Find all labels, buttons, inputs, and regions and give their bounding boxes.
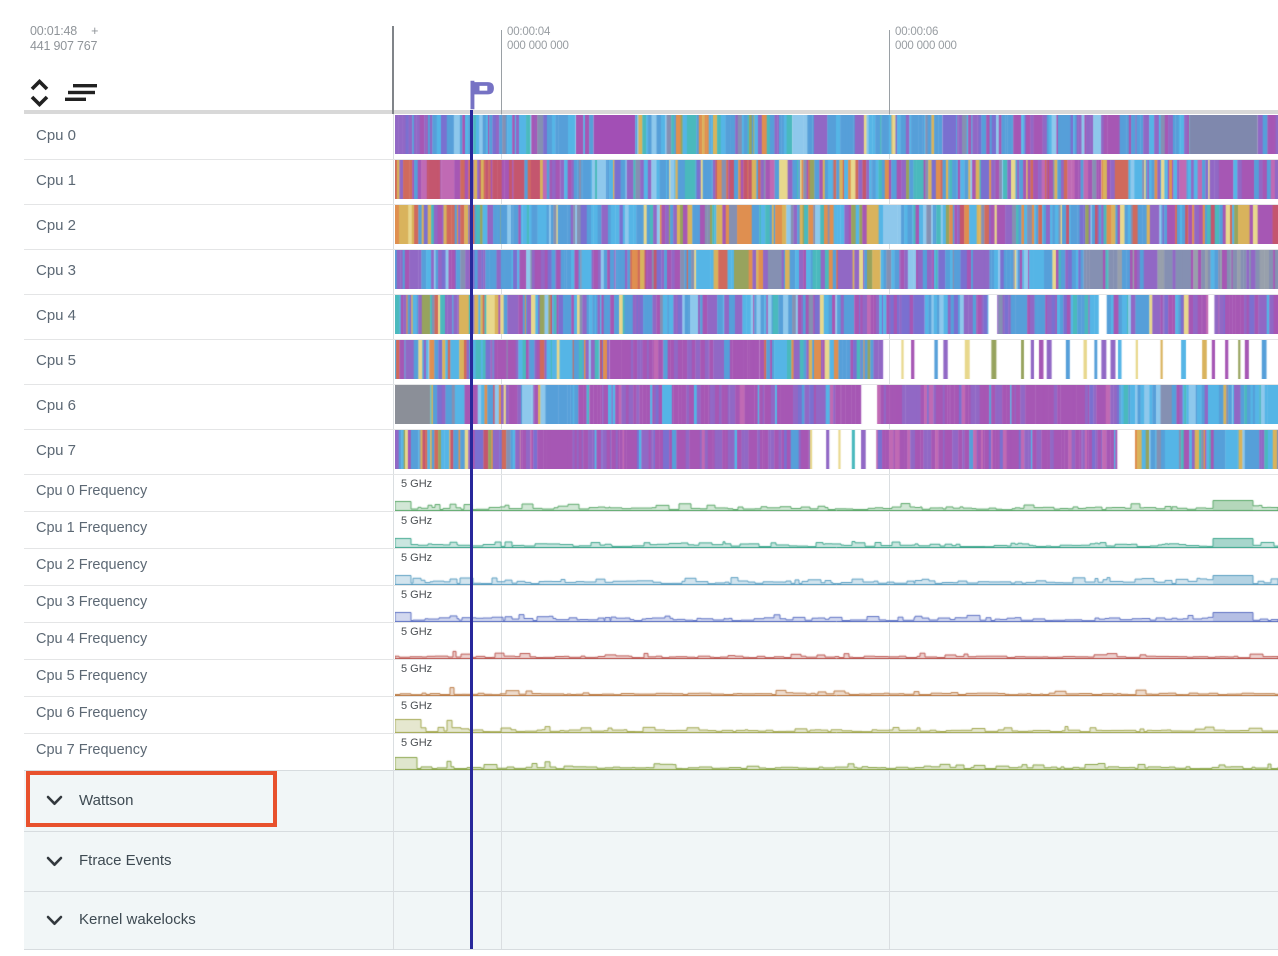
- frequency-counter-canvas[interactable]: [395, 733, 1278, 770]
- chevron-down-icon: [46, 856, 63, 866]
- section-header-wattson[interactable]: Wattson: [24, 770, 1278, 831]
- row-border: [24, 384, 1278, 385]
- frequency-counter-canvas[interactable]: [395, 585, 1278, 622]
- track-name-label: Cpu 3 Frequency: [36, 594, 148, 610]
- row-border: [24, 294, 1278, 295]
- cpu-track-row[interactable]: Cpu 4: [0, 294, 1278, 339]
- track-name-label: Cpu 0: [36, 127, 77, 144]
- cpu-slices-canvas[interactable]: [395, 250, 1278, 289]
- cpu-frequency-track-row[interactable]: Cpu 6 Frequency5 GHz: [0, 696, 1278, 733]
- track-name-label: Cpu 3: [36, 262, 77, 279]
- flag-marker-icon[interactable]: [463, 77, 499, 113]
- cursor-plus: +: [91, 24, 99, 38]
- section-label: Wattson: [79, 791, 134, 809]
- cpu-frequency-track-row[interactable]: Cpu 1 Frequency5 GHz: [0, 511, 1278, 548]
- wattson-highlight-box: [26, 771, 277, 827]
- grid-line: [889, 30, 890, 114]
- cursor-time-display: 00:01:48 + 441 907 767: [30, 24, 98, 54]
- separator-line: [24, 110, 1278, 114]
- chevron-down-icon: [46, 795, 63, 805]
- grid-line: [889, 770, 890, 949]
- cpu-slices-canvas[interactable]: [395, 115, 1278, 154]
- frequency-counter-canvas[interactable]: [395, 511, 1278, 548]
- section-label: Ftrace Events: [79, 852, 172, 869]
- cpu-track-row[interactable]: Cpu 3: [0, 249, 1278, 294]
- frequency-counter-canvas[interactable]: [395, 548, 1278, 585]
- track-name-label: Cpu 7: [36, 442, 77, 459]
- track-name-label: Cpu 6 Frequency: [36, 705, 148, 721]
- cpu-slices-canvas[interactable]: [395, 205, 1278, 244]
- track-name-label: Cpu 5 Frequency: [36, 668, 148, 684]
- grid-line: [393, 770, 394, 949]
- track-name-label: Cpu 2: [36, 217, 77, 234]
- row-border: [24, 339, 1278, 340]
- cpu-slices-canvas[interactable]: [395, 160, 1278, 199]
- cursor-timestamp-ns: 441 907 767: [30, 39, 98, 53]
- frequency-counter-canvas[interactable]: [395, 659, 1278, 696]
- cpu-slices-canvas[interactable]: [395, 340, 1278, 379]
- cpu-track-row[interactable]: Cpu 0: [0, 114, 1278, 159]
- grid-line: [393, 114, 394, 770]
- section-header-ftrace-events[interactable]: Ftrace Events: [24, 831, 1278, 891]
- cpu-track-row[interactable]: Cpu 2: [0, 204, 1278, 249]
- cpu-track-row[interactable]: Cpu 7: [0, 429, 1278, 474]
- grid-line: [501, 30, 502, 114]
- cpu-slices-canvas[interactable]: [395, 295, 1278, 334]
- row-border: [24, 429, 1278, 430]
- sort-tracks-icon[interactable]: [64, 82, 98, 104]
- row-border: [24, 249, 1278, 250]
- cursor-timestamp: 00:01:48: [30, 24, 78, 38]
- track-name-label: Cpu 5: [36, 352, 77, 369]
- track-name-label: Cpu 1: [36, 172, 77, 189]
- track-name-label: Cpu 4 Frequency: [36, 631, 148, 647]
- grid-line: [392, 26, 394, 114]
- chevron-down-icon: [46, 915, 63, 925]
- section-header-kernel-wakelocks[interactable]: Kernel wakelocks: [24, 891, 1278, 949]
- section-label: Kernel wakelocks: [79, 911, 196, 928]
- track-name-label: Cpu 2 Frequency: [36, 557, 148, 573]
- track-name-label: Cpu 1 Frequency: [36, 520, 148, 536]
- row-border: [24, 770, 1278, 771]
- cpu-frequency-track-row[interactable]: Cpu 4 Frequency5 GHz: [0, 622, 1278, 659]
- ruler-tick-label: 00:00:06 000 000 000: [895, 26, 957, 52]
- separator-line: [24, 949, 1278, 950]
- row-border: [24, 891, 1278, 892]
- cpu-frequency-track-row[interactable]: Cpu 5 Frequency5 GHz: [0, 659, 1278, 696]
- cpu-track-row[interactable]: Cpu 1: [0, 159, 1278, 204]
- cpu-frequency-track-row[interactable]: Cpu 0 Frequency5 GHz: [0, 474, 1278, 511]
- frequency-counter-canvas[interactable]: [395, 474, 1278, 511]
- grid-line: [501, 770, 502, 949]
- row-border: [24, 159, 1278, 160]
- cpu-frequency-track-row[interactable]: Cpu 2 Frequency5 GHz: [0, 548, 1278, 585]
- track-name-label: Cpu 7 Frequency: [36, 742, 148, 758]
- expand-collapse-tracks-icon[interactable]: [29, 78, 50, 108]
- ruler-tick-label: 00:00:04 000 000 000: [507, 26, 569, 52]
- cpu-track-row[interactable]: Cpu 5: [0, 339, 1278, 384]
- track-name-label: Cpu 0 Frequency: [36, 483, 148, 499]
- track-name-label: Cpu 4: [36, 307, 77, 324]
- frequency-counter-canvas[interactable]: [395, 622, 1278, 659]
- cpu-slices-canvas[interactable]: [395, 430, 1278, 469]
- row-border: [24, 204, 1278, 205]
- cpu-frequency-track-row[interactable]: Cpu 3 Frequency5 GHz: [0, 585, 1278, 622]
- timeline-marker-line[interactable]: [470, 110, 473, 949]
- track-name-label: Cpu 6: [36, 397, 77, 414]
- frequency-counter-canvas[interactable]: [395, 696, 1278, 733]
- row-border: [24, 831, 1278, 832]
- cpu-slices-canvas[interactable]: [395, 385, 1278, 424]
- cpu-track-row[interactable]: Cpu 6: [0, 384, 1278, 429]
- cpu-frequency-track-row[interactable]: Cpu 7 Frequency5 GHz: [0, 733, 1278, 770]
